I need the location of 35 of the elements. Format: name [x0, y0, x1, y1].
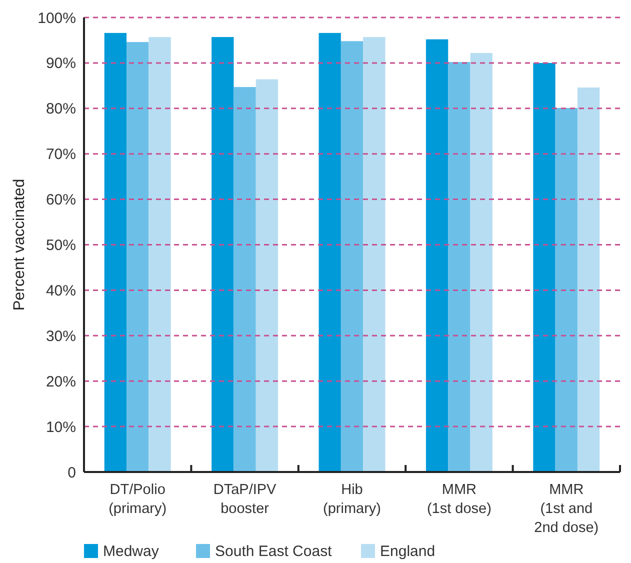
bar	[340, 41, 364, 472]
legend-label: Medway	[103, 543, 160, 560]
bar	[426, 39, 448, 472]
x-tick-label: MMR (1st dose)	[426, 482, 492, 517]
x-tick-label: DT/Polio (primary)	[108, 482, 167, 517]
bar	[533, 62, 556, 472]
y-axis-title: Percent vaccinated	[11, 178, 28, 311]
y-tick-label: 80%	[46, 100, 76, 118]
bar	[234, 87, 256, 472]
bar	[318, 32, 341, 472]
bar	[126, 42, 149, 472]
bar	[148, 37, 171, 472]
x-tick-label: DTaP/IPV booster	[213, 482, 277, 517]
bar	[470, 52, 492, 472]
bar	[577, 87, 600, 472]
bar	[555, 108, 578, 472]
bar	[256, 79, 278, 472]
y-tick-label: 70%	[46, 146, 76, 164]
y-tick-label: 20%	[46, 373, 76, 390]
y-tick-label: 10%	[46, 418, 76, 436]
y-tick-label: 0	[68, 464, 76, 482]
bar	[212, 37, 234, 472]
x-tick-label: Hib (primary)	[323, 482, 381, 517]
y-tick-label: 30%	[46, 328, 76, 345]
y-tick-label: 90%	[46, 55, 76, 72]
y-tick-label: 50%	[46, 237, 76, 254]
y-tick-label: 40%	[46, 282, 76, 300]
bar	[104, 32, 127, 472]
bar	[363, 37, 386, 472]
legend-label: England	[380, 543, 436, 560]
y-tick-label: 100%	[38, 10, 76, 27]
x-tick-label: MMR (1st and 2nd dose)	[534, 482, 599, 536]
bar	[448, 62, 470, 472]
y-tick-label: 60%	[46, 192, 76, 209]
legend-label: South East Coast	[215, 543, 333, 560]
